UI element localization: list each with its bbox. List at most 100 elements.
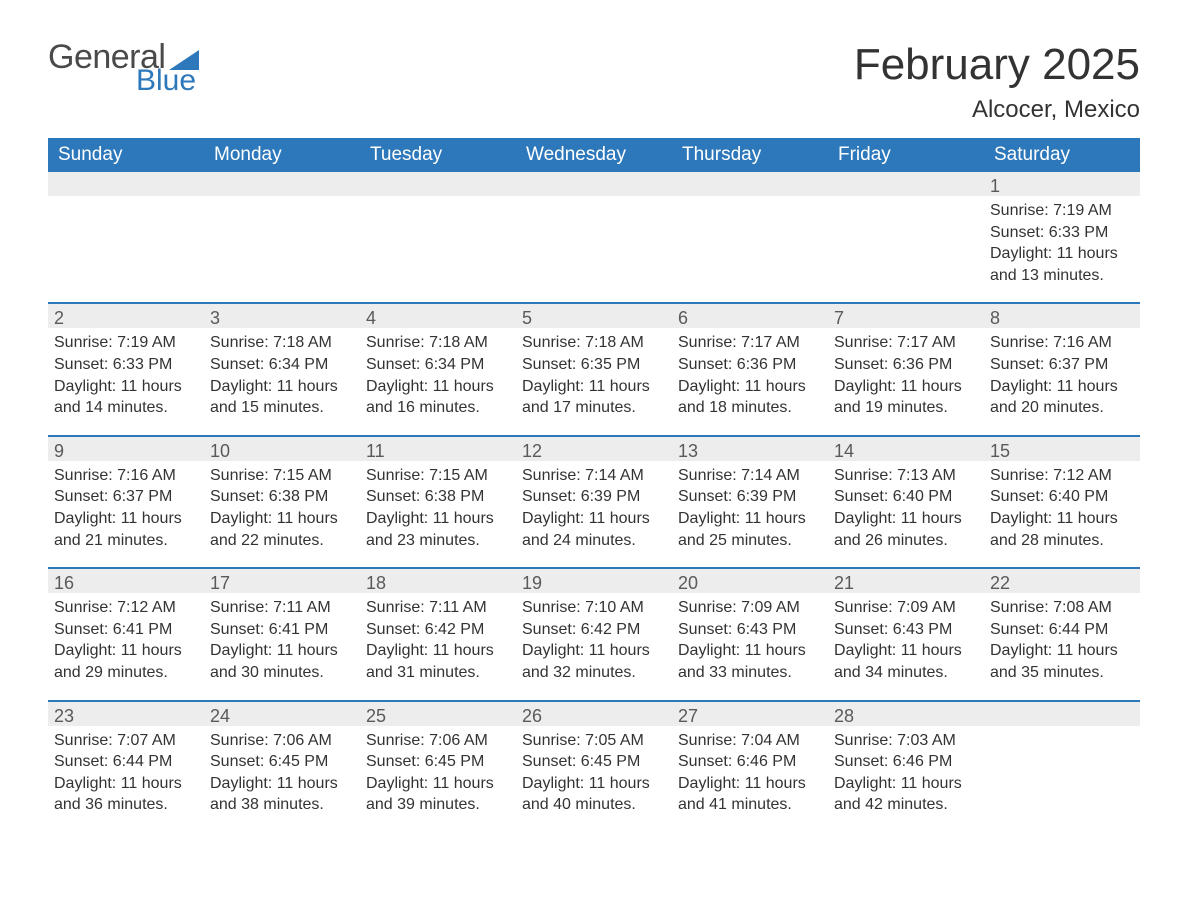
day-number-band: 8: [984, 304, 1140, 328]
sunrise-line: Sunrise: 7:17 AM: [678, 332, 822, 354]
logo-word-blue: Blue: [136, 66, 199, 96]
dow-sunday: Sunday: [48, 138, 204, 172]
day-number: 8: [984, 304, 1140, 330]
day-body: Sunrise: 7:06 AMSunset: 6:45 PMDaylight:…: [360, 726, 516, 832]
daylight-line: Daylight: 11 hours and 35 minutes.: [990, 640, 1134, 683]
sunrise-line: Sunrise: 7:12 AM: [54, 597, 198, 619]
day-body: Sunrise: 7:17 AMSunset: 6:36 PMDaylight:…: [672, 328, 828, 434]
day-number: 12: [516, 437, 672, 463]
daylight-line: Daylight: 11 hours and 21 minutes.: [54, 508, 198, 551]
day-body: Sunrise: 7:18 AMSunset: 6:34 PMDaylight:…: [360, 328, 516, 434]
daylight-line: Daylight: 11 hours and 26 minutes.: [834, 508, 978, 551]
day-cell: [360, 172, 516, 302]
day-cell: 9 Sunrise: 7:16 AMSunset: 6:37 PMDaylight…: [48, 437, 204, 567]
sunset-line: Sunset: 6:34 PM: [366, 354, 510, 376]
day-number: 20: [672, 569, 828, 595]
day-number-band: 6: [672, 304, 828, 328]
sunset-line: Sunset: 6:37 PM: [54, 486, 198, 508]
day-number: 2: [48, 304, 204, 330]
day-cell: [516, 172, 672, 302]
day-cell: 22Sunrise: 7:08 AMSunset: 6:44 PMDayligh…: [984, 569, 1140, 699]
day-number: 18: [360, 569, 516, 595]
sunset-line: Sunset: 6:44 PM: [54, 751, 198, 773]
sunrise-line: Sunrise: 7:16 AM: [54, 465, 198, 487]
day-number: 26: [516, 702, 672, 728]
day-cell: 8Sunrise: 7:16 AMSunset: 6:37 PMDaylight…: [984, 304, 1140, 434]
day-number: 28: [828, 702, 984, 728]
sunset-line: Sunset: 6:38 PM: [366, 486, 510, 508]
sunset-line: Sunset: 6:46 PM: [678, 751, 822, 773]
sunrise-line: Sunrise: 7:10 AM: [522, 597, 666, 619]
day-cell: 14Sunrise: 7:13 AMSunset: 6:40 PMDayligh…: [828, 437, 984, 567]
day-number: 6: [672, 304, 828, 330]
day-cell: 19Sunrise: 7:10 AMSunset: 6:42 PMDayligh…: [516, 569, 672, 699]
day-cell: [672, 172, 828, 302]
daylight-line: Daylight: 11 hours and 23 minutes.: [366, 508, 510, 551]
day-number: 23: [48, 702, 204, 728]
day-number-band: 3: [204, 304, 360, 328]
day-number-band: 14: [828, 437, 984, 461]
day-number-band: 24: [204, 702, 360, 726]
daylight-line: Daylight: 11 hours and 39 minutes.: [366, 773, 510, 816]
daylight-line: Daylight: 11 hours and 28 minutes.: [990, 508, 1134, 551]
sunset-line: Sunset: 6:45 PM: [522, 751, 666, 773]
daylight-line: Daylight: 11 hours and 15 minutes.: [210, 376, 354, 419]
sunrise-line: Sunrise: 7:04 AM: [678, 730, 822, 752]
day-number-band: 23: [48, 702, 204, 726]
day-number: 17: [204, 569, 360, 595]
sunrise-line: Sunrise: 7:18 AM: [210, 332, 354, 354]
day-cell: 23Sunrise: 7:07 AMSunset: 6:44 PMDayligh…: [48, 702, 204, 832]
day-body: Sunrise: 7:05 AMSunset: 6:45 PMDaylight:…: [516, 726, 672, 832]
day-body: Sunrise: 7:19 AMSunset: 6:33 PMDaylight:…: [984, 196, 1140, 302]
day-body: Sunrise: 7:15 AMSunset: 6:38 PMDaylight:…: [204, 461, 360, 567]
daylight-line: Daylight: 11 hours and 34 minutes.: [834, 640, 978, 683]
day-cell: 12Sunrise: 7:14 AMSunset: 6:39 PMDayligh…: [516, 437, 672, 567]
day-number-band: [516, 172, 672, 196]
sunset-line: Sunset: 6:39 PM: [678, 486, 822, 508]
sunset-line: Sunset: 6:44 PM: [990, 619, 1134, 641]
day-number: 24: [204, 702, 360, 728]
day-number-band: [204, 172, 360, 196]
week-row: 9Sunrise: 7:16 AMSunset: 6:37 PMDaylight…: [48, 435, 1140, 567]
day-number: 22: [984, 569, 1140, 595]
day-body: Sunrise: 7:11 AMSunset: 6:42 PMDaylight:…: [360, 593, 516, 699]
sunrise-line: Sunrise: 7:06 AM: [366, 730, 510, 752]
day-number: 25: [360, 702, 516, 728]
day-cell: 13Sunrise: 7:14 AMSunset: 6:39 PMDayligh…: [672, 437, 828, 567]
daylight-line: Daylight: 11 hours and 17 minutes.: [522, 376, 666, 419]
day-cell: 4Sunrise: 7:18 AMSunset: 6:34 PMDaylight…: [360, 304, 516, 434]
day-number: 11: [360, 437, 516, 463]
sunrise-line: Sunrise: 7:15 AM: [210, 465, 354, 487]
day-number: 15: [984, 437, 1140, 463]
day-number: 16: [48, 569, 204, 595]
day-cell: [984, 702, 1140, 832]
day-of-week-header: Sunday Monday Tuesday Wednesday Thursday…: [48, 138, 1140, 172]
sunset-line: Sunset: 6:42 PM: [366, 619, 510, 641]
day-number-band: 26: [516, 702, 672, 726]
sunrise-line: Sunrise: 7:18 AM: [522, 332, 666, 354]
sunrise-line: Sunrise: 7:19 AM: [990, 200, 1134, 222]
sunset-line: Sunset: 6:35 PM: [522, 354, 666, 376]
sunrise-line: Sunrise: 7:07 AM: [54, 730, 198, 752]
day-number-band: 9: [48, 437, 204, 461]
calendar: Sunday Monday Tuesday Wednesday Thursday…: [48, 138, 1140, 832]
day-cell: 26Sunrise: 7:05 AMSunset: 6:45 PMDayligh…: [516, 702, 672, 832]
day-cell: 3Sunrise: 7:18 AMSunset: 6:34 PMDaylight…: [204, 304, 360, 434]
day-number-band: 18: [360, 569, 516, 593]
day-number-band: 20: [672, 569, 828, 593]
day-number-band: 28: [828, 702, 984, 726]
day-number-band: [984, 702, 1140, 726]
dow-saturday: Saturday: [984, 138, 1140, 172]
sunset-line: Sunset: 6:45 PM: [210, 751, 354, 773]
sunset-line: Sunset: 6:36 PM: [678, 354, 822, 376]
day-cell: 25Sunrise: 7:06 AMSunset: 6:45 PMDayligh…: [360, 702, 516, 832]
daylight-line: Daylight: 11 hours and 32 minutes.: [522, 640, 666, 683]
day-cell: 24Sunrise: 7:06 AMSunset: 6:45 PMDayligh…: [204, 702, 360, 832]
day-number-band: 17: [204, 569, 360, 593]
day-number: 13: [672, 437, 828, 463]
daylight-line: Daylight: 11 hours and 30 minutes.: [210, 640, 354, 683]
sunrise-line: Sunrise: 7:14 AM: [678, 465, 822, 487]
sunset-line: Sunset: 6:33 PM: [54, 354, 198, 376]
location-label: Alcocer, Mexico: [854, 96, 1140, 124]
day-body: Sunrise: 7:11 AMSunset: 6:41 PMDaylight:…: [204, 593, 360, 699]
